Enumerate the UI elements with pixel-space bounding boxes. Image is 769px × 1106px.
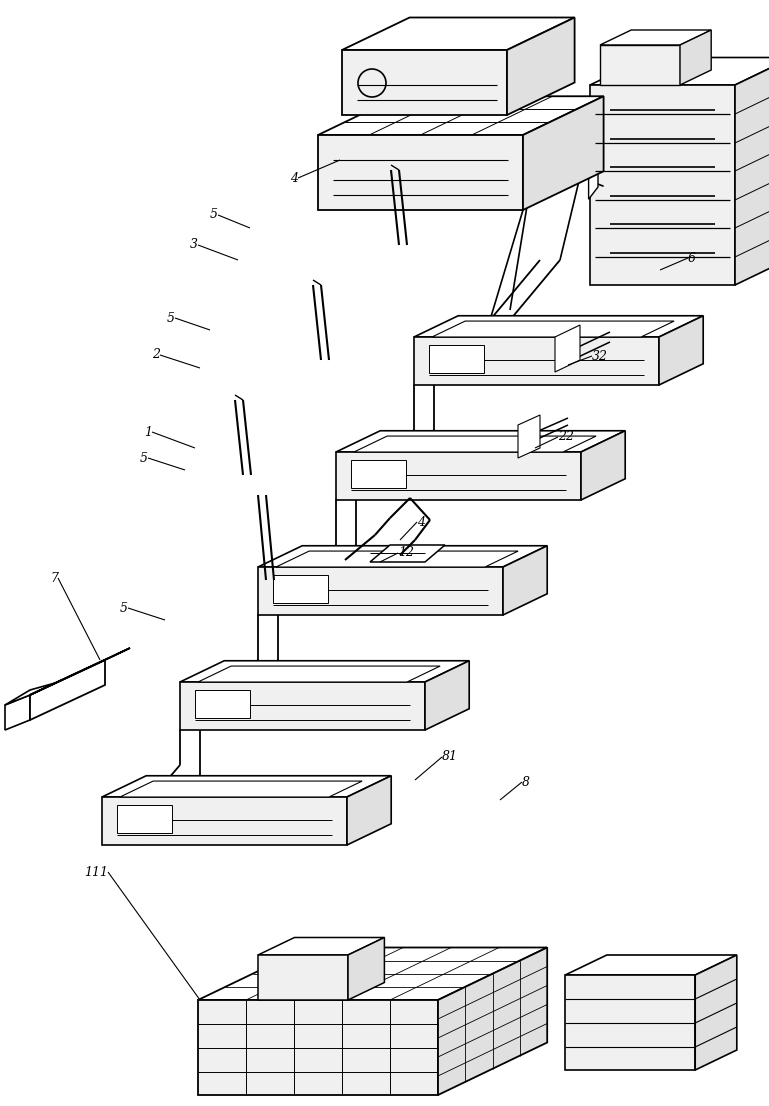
- Polygon shape: [565, 954, 737, 975]
- Polygon shape: [523, 96, 604, 210]
- Polygon shape: [354, 436, 596, 452]
- Polygon shape: [336, 430, 625, 452]
- Polygon shape: [581, 430, 625, 500]
- Polygon shape: [588, 167, 598, 199]
- Text: 5: 5: [167, 312, 175, 324]
- Polygon shape: [258, 567, 503, 615]
- Polygon shape: [432, 321, 674, 337]
- Polygon shape: [659, 315, 703, 385]
- Polygon shape: [276, 551, 518, 567]
- Text: 2: 2: [152, 348, 160, 362]
- Polygon shape: [555, 325, 580, 372]
- Polygon shape: [180, 682, 425, 730]
- Polygon shape: [198, 948, 548, 1000]
- Polygon shape: [258, 938, 384, 954]
- Text: 81: 81: [442, 751, 458, 763]
- Polygon shape: [429, 345, 484, 373]
- Text: 7: 7: [50, 572, 58, 584]
- Text: 8: 8: [522, 775, 530, 789]
- Polygon shape: [370, 545, 445, 562]
- Polygon shape: [117, 805, 172, 833]
- Polygon shape: [680, 30, 711, 85]
- Text: 4: 4: [417, 515, 425, 529]
- Text: 32: 32: [592, 349, 608, 363]
- Polygon shape: [120, 781, 362, 797]
- Polygon shape: [258, 954, 348, 1000]
- Polygon shape: [351, 460, 406, 488]
- Text: 111: 111: [84, 866, 108, 878]
- Text: 5: 5: [140, 451, 148, 465]
- Polygon shape: [347, 775, 391, 845]
- Text: 12: 12: [398, 546, 414, 560]
- Polygon shape: [342, 18, 574, 50]
- Polygon shape: [5, 684, 55, 705]
- Polygon shape: [507, 18, 574, 115]
- Polygon shape: [590, 58, 769, 85]
- Polygon shape: [198, 666, 440, 682]
- Polygon shape: [342, 50, 507, 115]
- Polygon shape: [735, 58, 769, 285]
- Polygon shape: [565, 975, 695, 1070]
- Polygon shape: [336, 452, 581, 500]
- Text: 3: 3: [190, 239, 198, 251]
- Polygon shape: [414, 315, 703, 337]
- Polygon shape: [318, 135, 523, 210]
- Text: 5: 5: [210, 209, 218, 221]
- Polygon shape: [273, 575, 328, 603]
- Polygon shape: [518, 415, 540, 458]
- Polygon shape: [590, 85, 735, 285]
- Polygon shape: [5, 695, 30, 730]
- Text: 5: 5: [120, 602, 128, 615]
- Polygon shape: [195, 690, 250, 718]
- Polygon shape: [102, 775, 391, 797]
- Polygon shape: [102, 797, 347, 845]
- Text: 1: 1: [144, 426, 152, 438]
- Polygon shape: [503, 545, 548, 615]
- Polygon shape: [600, 30, 711, 45]
- Polygon shape: [258, 545, 548, 567]
- Polygon shape: [180, 660, 469, 682]
- Polygon shape: [425, 660, 469, 730]
- Polygon shape: [600, 45, 680, 85]
- Polygon shape: [30, 648, 130, 695]
- Text: 4: 4: [290, 171, 298, 185]
- Polygon shape: [695, 954, 737, 1070]
- Text: 6: 6: [688, 251, 696, 264]
- Polygon shape: [198, 1000, 438, 1095]
- Polygon shape: [318, 96, 604, 135]
- Polygon shape: [30, 660, 105, 720]
- Polygon shape: [414, 337, 659, 385]
- Polygon shape: [438, 948, 548, 1095]
- Text: 22: 22: [558, 430, 574, 444]
- Polygon shape: [348, 938, 384, 1000]
